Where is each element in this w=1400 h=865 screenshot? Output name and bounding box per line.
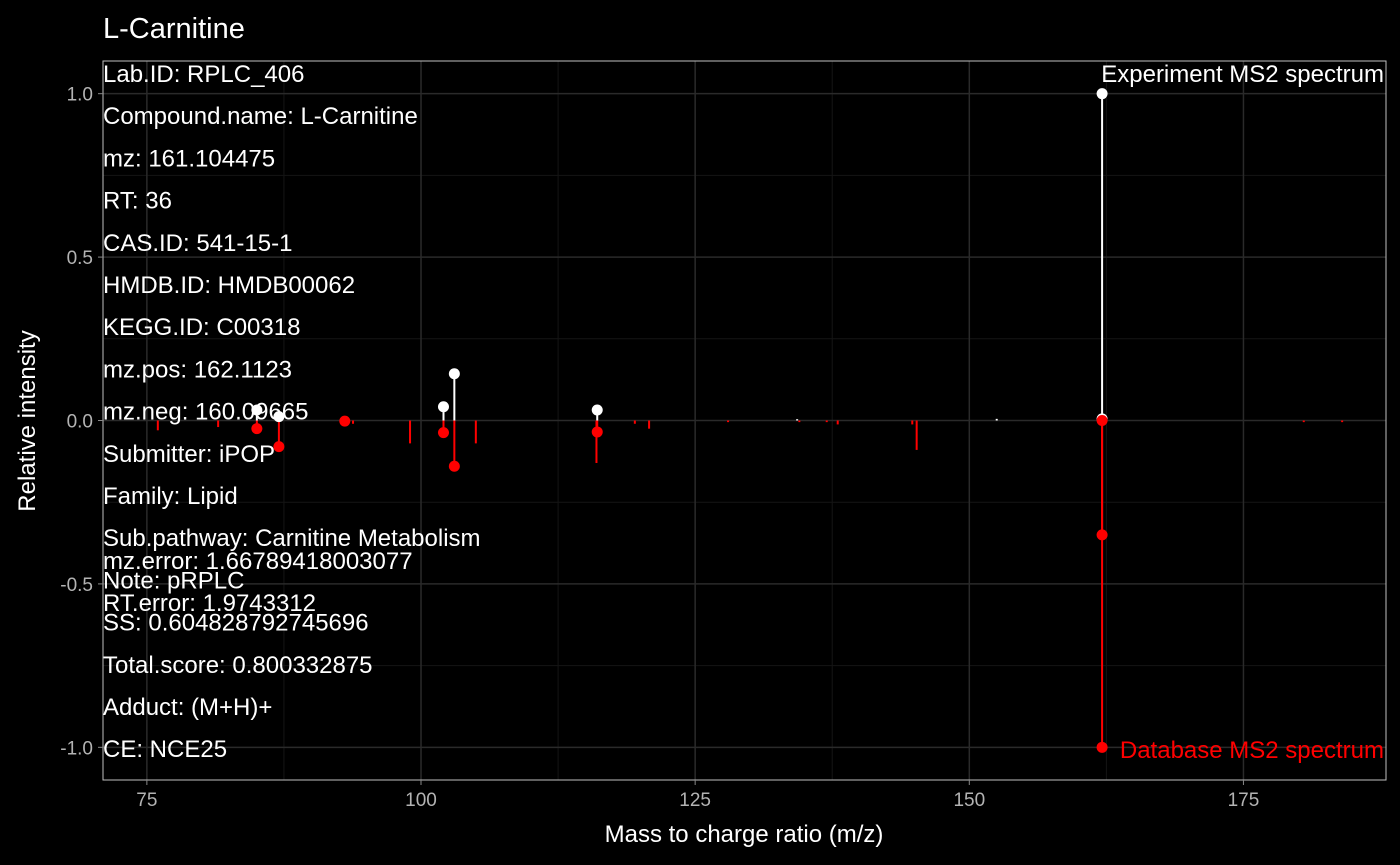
info-line: RT: 36	[103, 188, 172, 215]
info-line: KEGG.ID: C00318	[103, 314, 300, 341]
grid	[103, 61, 1386, 780]
experiment-point	[591, 404, 603, 416]
info-line: CAS.ID: 541-15-1	[103, 230, 292, 257]
info-line: mz: 161.104475	[103, 145, 275, 172]
y-tick-label: 0.5	[67, 248, 93, 269]
database-point	[1096, 741, 1108, 753]
database-point	[448, 460, 460, 472]
y-axis-label: Relative intensity	[14, 330, 41, 511]
database-point	[437, 427, 449, 439]
experiment-point	[448, 368, 460, 380]
info-line: Sub.pathway: Carnitine Metabolism	[103, 525, 481, 552]
database-point	[273, 441, 285, 453]
info-line: Note: pRPLC	[103, 567, 244, 594]
info-line: Lab.ID: RPLC_406	[103, 61, 304, 88]
info-line: Family: Lipid	[103, 483, 238, 510]
database-point	[339, 415, 351, 427]
info-line: HMDB.ID: HMDB00062	[103, 272, 355, 299]
chart-title: L-Carnitine	[103, 13, 245, 45]
database-spectrum-label: Database MS2 spectrum	[1120, 737, 1384, 764]
x-tick-label: 100	[405, 790, 437, 811]
info-line: Compound.name: L-Carnitine	[103, 103, 418, 130]
experiment-point	[273, 411, 285, 423]
y-tick-label: -0.5	[60, 575, 93, 596]
experiment-point	[251, 404, 263, 416]
spectrum-points	[251, 88, 1108, 753]
info-overlay-line: RT.error: 1.9743312	[103, 590, 316, 617]
y-tick-label: -1.0	[60, 738, 93, 759]
database-point	[251, 423, 263, 435]
info-overlay-line: mz.error: 1.66789418003077	[103, 548, 413, 575]
database-point	[591, 426, 603, 438]
info-line: Total.score: 0.800332875	[103, 652, 373, 679]
x-tick-label: 75	[136, 790, 157, 811]
info-line: CE: NCE25	[103, 736, 227, 763]
info-line: mz.neg: 160.09665	[103, 399, 309, 426]
x-axis-label: Mass to charge ratio (m/z)	[605, 821, 884, 848]
experiment-point	[1096, 88, 1108, 100]
database-point	[1096, 529, 1108, 541]
y-tick-label: 0.0	[67, 412, 93, 433]
experiment-point	[437, 401, 449, 413]
info-line: Adduct: (M+H)+	[103, 694, 272, 721]
y-tick-label: 1.0	[67, 85, 93, 106]
x-tick-label: 125	[679, 790, 711, 811]
info-line: Submitter: iPOP	[103, 441, 275, 468]
info-line: SS: 0.604828792745696	[103, 610, 369, 637]
x-tick-label: 150	[953, 790, 985, 811]
x-tick-label: 175	[1228, 790, 1260, 811]
compound-info-panel: Lab.ID: RPLC_406 Compound.name: L-Carniti…	[103, 61, 481, 763]
database-point	[1096, 415, 1108, 426]
info-line: mz.pos: 162.1123	[103, 356, 292, 383]
axis-ticks: 75 100 125 150 175 1.0 0.5 0.0 -0.5 -1.0	[60, 85, 1259, 811]
experiment-spectrum-label: Experiment MS2 spectrum	[1101, 61, 1384, 88]
